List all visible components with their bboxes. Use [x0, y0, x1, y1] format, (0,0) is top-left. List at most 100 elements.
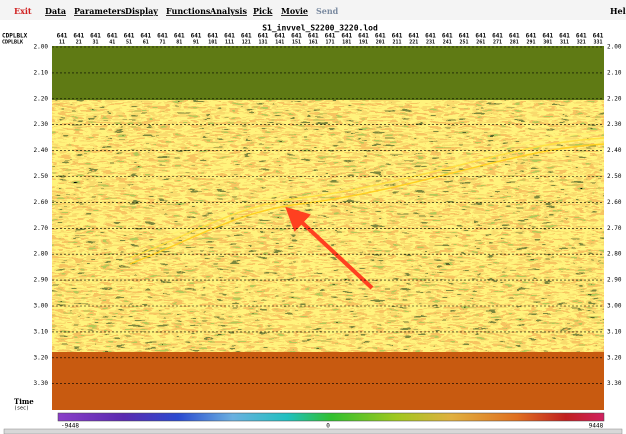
- cdp-x-label: 641: [191, 33, 202, 40]
- cdp-x-label: 641: [576, 33, 587, 40]
- cdp-k-label: 151: [292, 40, 301, 46]
- colorbar-min: -9448: [61, 423, 79, 430]
- time-tick-label: 2.40: [607, 147, 622, 154]
- cdp-x-label: 641: [57, 33, 68, 40]
- time-tick-label: 2.80: [607, 251, 622, 258]
- scrollbar[interactable]: [3, 428, 623, 434]
- time-tick-label: 3.20: [34, 354, 49, 361]
- menu-item[interactable]: Parameters: [74, 6, 126, 16]
- cdp-k-label: 201: [376, 40, 385, 46]
- menu-item[interactable]: Display: [125, 6, 158, 16]
- time-tick-label: 3.30: [34, 380, 49, 387]
- cdp-k-label: 301: [543, 40, 552, 46]
- time-tick-label: 2.40: [34, 147, 49, 154]
- time-tick-label: 2.50: [34, 173, 49, 180]
- cdp-x-label: 641: [157, 33, 168, 40]
- header-label: CDPLBLK: [2, 40, 23, 46]
- axis-unit: (sec): [14, 406, 29, 412]
- menu-item[interactable]: Data: [45, 6, 66, 16]
- header-label: CDPLBLX: [2, 33, 28, 40]
- menu-item[interactable]: Movie: [281, 6, 308, 16]
- cdp-x-label: 641: [475, 33, 486, 40]
- cdp-x-label: 641: [358, 33, 369, 40]
- cdp-k-label: 91: [193, 40, 199, 46]
- cdp-x-label: 641: [492, 33, 503, 40]
- cdp-x-label: 641: [542, 33, 553, 40]
- colorbar-mid: 0: [326, 423, 330, 430]
- cdp-k-label: 111: [225, 40, 234, 46]
- cdp-x-label: 641: [207, 33, 218, 40]
- cdp-k-label: 241: [443, 40, 452, 46]
- time-tick-label: 2.10: [34, 69, 49, 76]
- time-tick-label: 2.20: [607, 95, 622, 102]
- menu-item[interactable]: Functions: [166, 6, 211, 16]
- cdp-k-label: 321: [577, 40, 586, 46]
- time-tick-label: 3.10: [34, 328, 49, 335]
- cdp-x-label: 641: [459, 33, 470, 40]
- cdp-x-label: 641: [325, 33, 336, 40]
- time-tick-label: 2.00: [607, 44, 622, 51]
- cdp-x-label: 641: [140, 33, 151, 40]
- time-tick-label: 3.20: [607, 354, 622, 361]
- cdp-k-label: 141: [275, 40, 284, 46]
- time-tick-label: 2.20: [34, 95, 49, 102]
- bottom-mute: [52, 352, 604, 410]
- cdp-x-label: 641: [526, 33, 537, 40]
- menu-item[interactable]: Pick: [253, 6, 273, 16]
- cdp-x-label: 641: [509, 33, 520, 40]
- cdp-k-label: 71: [159, 40, 165, 46]
- time-tick-label: 2.80: [34, 251, 49, 258]
- time-tick-label: 3.00: [607, 303, 622, 310]
- cdp-x-label: 641: [73, 33, 84, 40]
- cdp-k-label: 191: [359, 40, 368, 46]
- cdp-x-label: 641: [107, 33, 118, 40]
- cdp-x-label: 641: [308, 33, 319, 40]
- cdp-k-label: 251: [459, 40, 468, 46]
- menu-bar: [0, 0, 626, 20]
- time-tick-label: 2.70: [607, 225, 622, 232]
- cdp-x-label: 641: [392, 33, 403, 40]
- time-tick-label: 2.60: [34, 199, 49, 206]
- menu-item[interactable]: Send: [316, 6, 339, 16]
- cdp-k-label: 221: [409, 40, 418, 46]
- time-tick-label: 2.90: [34, 277, 49, 284]
- cdp-k-label: 41: [109, 40, 115, 46]
- colorbar-max: 9448: [589, 423, 604, 430]
- time-tick-label: 3.10: [607, 328, 622, 335]
- menu-item[interactable]: Help: [610, 6, 626, 16]
- cdp-x-label: 641: [241, 33, 252, 40]
- cdp-x-label: 641: [90, 33, 101, 40]
- cdp-k-label: 121: [242, 40, 251, 46]
- time-tick-label: 2.60: [607, 199, 622, 206]
- cdp-k-label: 101: [208, 40, 217, 46]
- cdp-k-label: 231: [426, 40, 435, 46]
- menu-item[interactable]: Exit: [14, 6, 32, 16]
- axis-label: Time: [14, 397, 34, 406]
- cdp-x-label: 641: [274, 33, 285, 40]
- time-tick-label: 2.90: [607, 277, 622, 284]
- cdp-k-label: 331: [593, 40, 602, 46]
- time-tick-label: 2.30: [34, 121, 49, 128]
- cdp-x-label: 641: [375, 33, 386, 40]
- cdp-k-label: 211: [392, 40, 401, 46]
- cdp-k-label: 271: [493, 40, 502, 46]
- cdp-k-label: 311: [560, 40, 569, 46]
- time-tick-label: 2.10: [607, 69, 622, 76]
- cdp-x-label: 641: [258, 33, 269, 40]
- cdp-x-label: 641: [124, 33, 135, 40]
- cdp-k-label: 81: [176, 40, 182, 46]
- cdp-k-label: 281: [510, 40, 519, 46]
- horizons: [129, 131, 605, 265]
- cdp-k-label: 181: [342, 40, 351, 46]
- cdp-k-label: 161: [309, 40, 318, 46]
- time-tick-label: 2.00: [34, 44, 49, 51]
- cdp-x-label: 641: [224, 33, 235, 40]
- cdp-k-label: 171: [325, 40, 334, 46]
- seismic-section: [52, 100, 604, 352]
- cdp-x-label: 641: [425, 33, 436, 40]
- menu-item[interactable]: Analysis: [209, 6, 247, 16]
- cdp-x-label: 641: [593, 33, 604, 40]
- time-tick-label: 2.70: [34, 225, 49, 232]
- cdp-k-label: 21: [76, 40, 82, 46]
